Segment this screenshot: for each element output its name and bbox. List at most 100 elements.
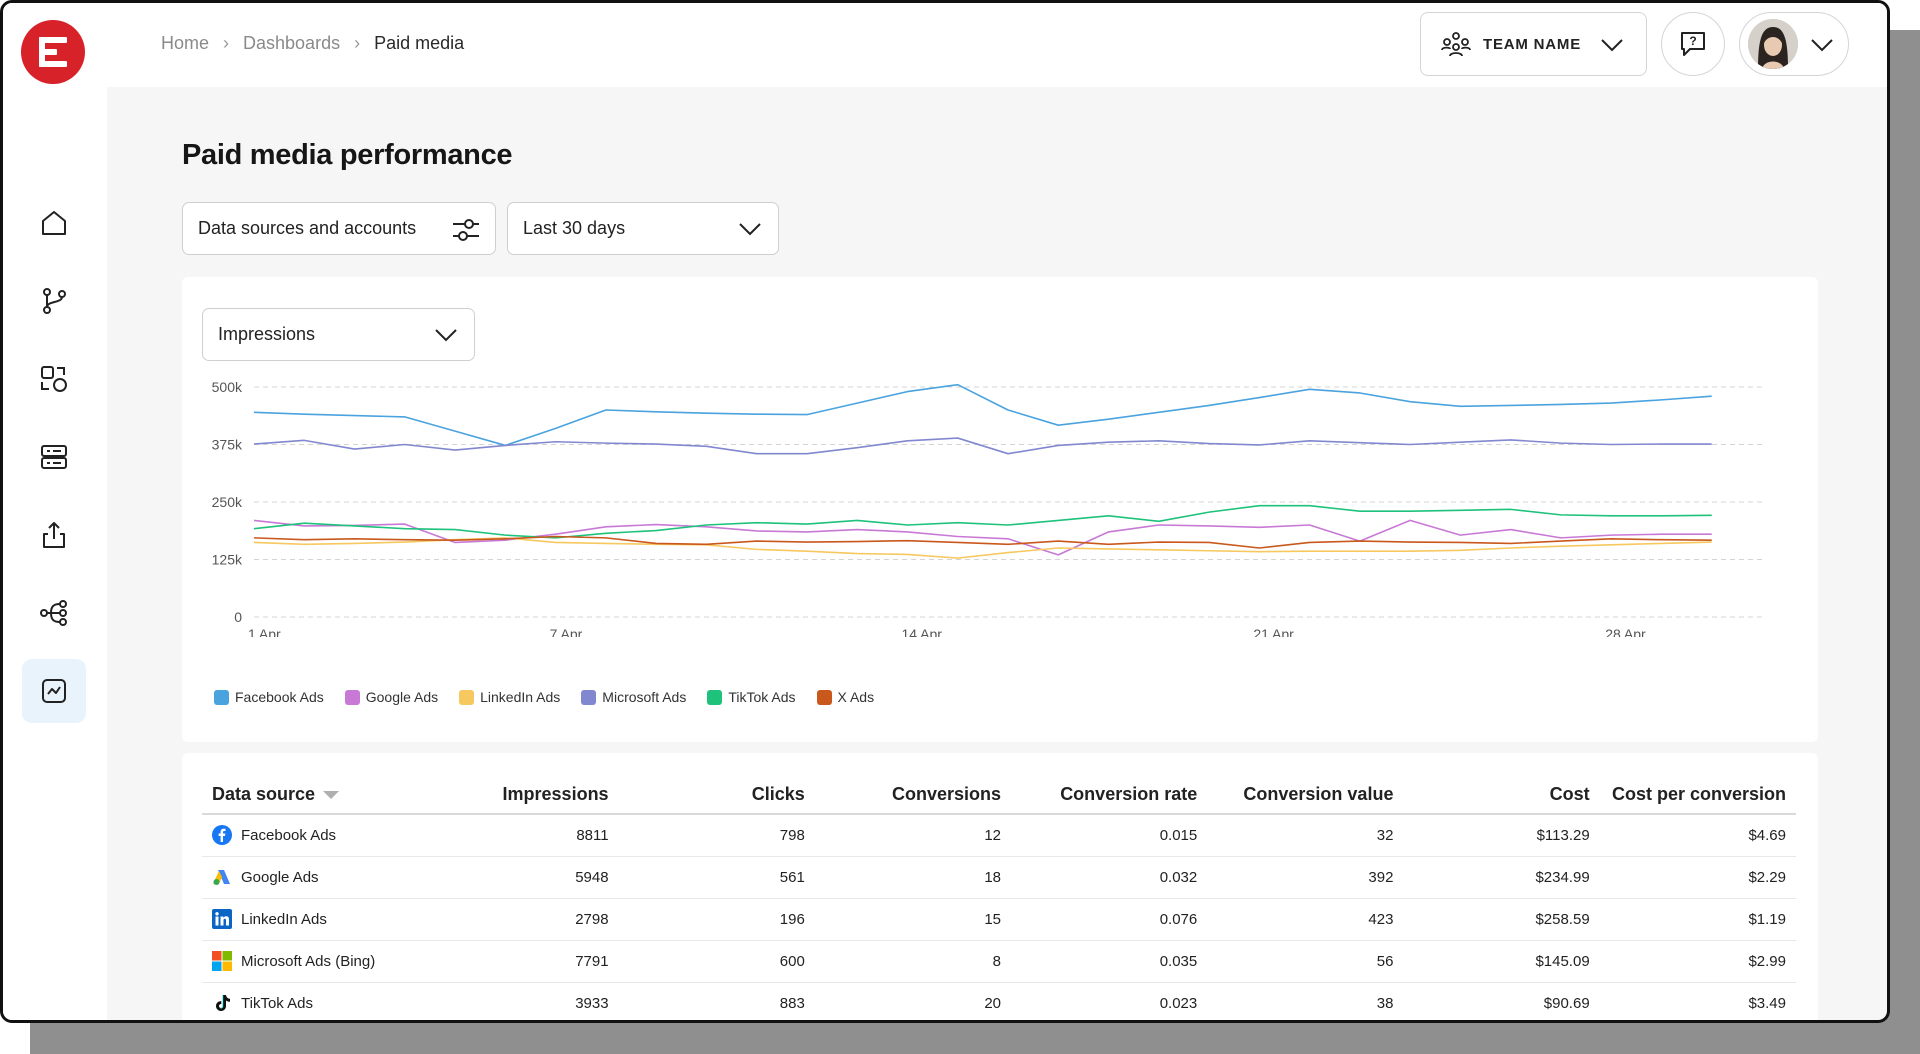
legend-item[interactable]: Facebook Ads xyxy=(214,689,324,705)
breadcrumb-dashboards[interactable]: Dashboards xyxy=(243,33,341,53)
x-tick-label: 28 Apr xyxy=(1605,626,1646,637)
team-selector[interactable]: TEAM NAME xyxy=(1420,12,1647,76)
shapes-icon xyxy=(41,366,67,392)
table-row[interactable]: TikTok Ads 3933 883 20 0.023 38 $90.69 $3.49 xyxy=(202,982,1796,1020)
cell-conversion-value: 38 xyxy=(1207,982,1404,1020)
cell-conversion-value: 32 xyxy=(1207,814,1404,857)
series-line-linkedin-ads xyxy=(253,537,1712,559)
server-icon xyxy=(41,445,67,469)
cell-cost-per-conversion: $3.49 xyxy=(1599,982,1796,1020)
legend-item[interactable]: Google Ads xyxy=(344,689,438,705)
data-source-name: Microsoft Ads (Bing) xyxy=(241,952,376,970)
cell-clicks: 196 xyxy=(618,898,815,941)
cell-conversions: 20 xyxy=(814,982,1012,1020)
cell-cost-per-conversion: $2.99 xyxy=(1599,940,1796,983)
cell-impressions: 5948 xyxy=(466,856,619,899)
brand-logo[interactable] xyxy=(21,20,85,84)
chevron-down-icon xyxy=(435,329,457,342)
column-header-cost-per-conversion[interactable]: Cost per conversion xyxy=(1599,775,1796,815)
cell-impressions: 8811 xyxy=(466,814,619,857)
legend-item[interactable]: TikTok Ads xyxy=(707,689,796,705)
legend-swatch xyxy=(707,689,723,705)
cell-cost: $258.59 xyxy=(1403,898,1600,941)
data-sources-filter[interactable]: Data sources and accounts xyxy=(182,202,496,255)
cell-clicks: 561 xyxy=(618,856,815,899)
user-menu[interactable] xyxy=(1739,12,1849,76)
sidebar-item-analytics[interactable] xyxy=(22,659,86,723)
sliders-icon xyxy=(453,219,479,241)
legend-swatch xyxy=(459,689,475,705)
cell-cost-per-conversion: $1.19 xyxy=(1599,898,1796,941)
column-header-label: Clicks xyxy=(751,783,805,804)
google-ads-icon xyxy=(212,867,232,887)
metric-select[interactable]: Impressions xyxy=(202,308,475,361)
cell-data-source: LinkedIn Ads xyxy=(202,898,467,941)
avatar xyxy=(1748,19,1798,69)
home-icon xyxy=(42,211,66,235)
sort-caret-icon[interactable] xyxy=(323,790,340,799)
legend-item[interactable]: LinkedIn Ads xyxy=(459,689,560,705)
legend-label: X Ads xyxy=(837,689,875,705)
legend-item[interactable]: Microsoft Ads xyxy=(581,689,686,705)
column-header-impressions[interactable]: Impressions xyxy=(466,775,619,815)
legend-swatch xyxy=(344,689,360,705)
cell-cost: $90.69 xyxy=(1403,982,1600,1020)
sidebar-item-export[interactable] xyxy=(22,503,86,567)
series-line-tiktok-ads xyxy=(253,504,1712,539)
tiktok-icon xyxy=(212,993,232,1013)
microsoft-icon xyxy=(212,951,232,971)
date-range-select[interactable]: Last 30 days xyxy=(507,202,779,255)
breadcrumb-home[interactable]: Home xyxy=(161,33,210,53)
cell-conversions: 8 xyxy=(814,940,1012,983)
cell-cost: $145.09 xyxy=(1403,940,1600,983)
legend-label: Microsoft Ads xyxy=(602,689,687,705)
sidebar-item-components[interactable] xyxy=(22,347,86,411)
column-header-label: Conversion value xyxy=(1243,783,1394,804)
table-row[interactable]: Facebook Ads 8811 798 12 0.015 32 $113.29 $4.69 xyxy=(202,814,1796,857)
x-tick-label: 7 Apr xyxy=(550,626,583,637)
chevron-down-icon xyxy=(1811,39,1833,52)
column-header-label: Impressions xyxy=(502,783,609,804)
column-header-data-source[interactable]: Data source xyxy=(202,775,467,815)
data-table: Data source Impressions Clicks Conversions C… xyxy=(202,775,1796,1020)
column-header-conversion-rate[interactable]: Conversion rate xyxy=(1011,775,1208,815)
x-tick-label: 14 Apr xyxy=(901,626,942,637)
legend-swatch xyxy=(214,689,229,705)
column-header-label: Conversions xyxy=(891,783,1002,804)
table-row[interactable]: Google Ads 5948 561 18 0.032 392 $234.99 $2.29 xyxy=(202,856,1796,899)
sidebar-item-servers[interactable] xyxy=(22,425,86,489)
legend-item[interactable]: X Ads xyxy=(816,689,875,705)
cell-conversion-value: 56 xyxy=(1207,940,1404,983)
sidebar-item-branches[interactable] xyxy=(22,269,86,333)
linkedin-icon xyxy=(212,909,232,929)
upload-icon xyxy=(43,522,65,548)
chevron-right-icon: › xyxy=(354,33,361,53)
table-row[interactable]: LinkedIn Ads 2798 196 15 0.076 423 $258.59 $1.1… xyxy=(202,898,1796,941)
y-tick-label: 0 xyxy=(234,609,242,625)
legend-label: Facebook Ads xyxy=(235,689,324,705)
chart-card: Impressions 0 125k 250k 375k 500k 1 Apr 7 Apr 1… xyxy=(182,277,1818,742)
analytics-icon xyxy=(42,679,66,703)
cell-cost: $113.29 xyxy=(1403,814,1600,857)
column-header-cost[interactable]: Cost xyxy=(1403,775,1600,815)
sidebar xyxy=(3,3,107,1020)
sidebar-item-flows[interactable] xyxy=(22,581,86,645)
sidebar-item-home[interactable] xyxy=(22,191,86,255)
cell-conversion-rate: 0.023 xyxy=(1011,982,1208,1020)
y-tick-label: 125k xyxy=(212,552,243,568)
series-line-facebook-ads xyxy=(253,383,1712,447)
cell-data-source: Facebook Ads xyxy=(202,814,467,857)
column-header-conversion-value[interactable]: Conversion value xyxy=(1207,775,1404,815)
cell-clicks: 798 xyxy=(618,814,815,857)
help-button[interactable]: ? xyxy=(1661,12,1725,76)
column-header-clicks[interactable]: Clicks xyxy=(618,775,815,815)
table-row[interactable]: Microsoft Ads (Bing) 7791 600 8 0.035 56 $145.… xyxy=(202,940,1796,983)
chevron-right-icon: › xyxy=(223,33,230,53)
y-tick-label: 250k xyxy=(212,494,243,510)
data-source-name: TikTok Ads xyxy=(241,994,313,1012)
column-header-conversions[interactable]: Conversions xyxy=(814,775,1012,815)
cell-data-source: TikTok Ads xyxy=(202,982,467,1020)
team-icon xyxy=(1441,32,1471,57)
cell-conversion-rate: 0.032 xyxy=(1011,856,1208,899)
series-line-google-ads xyxy=(253,519,1712,556)
